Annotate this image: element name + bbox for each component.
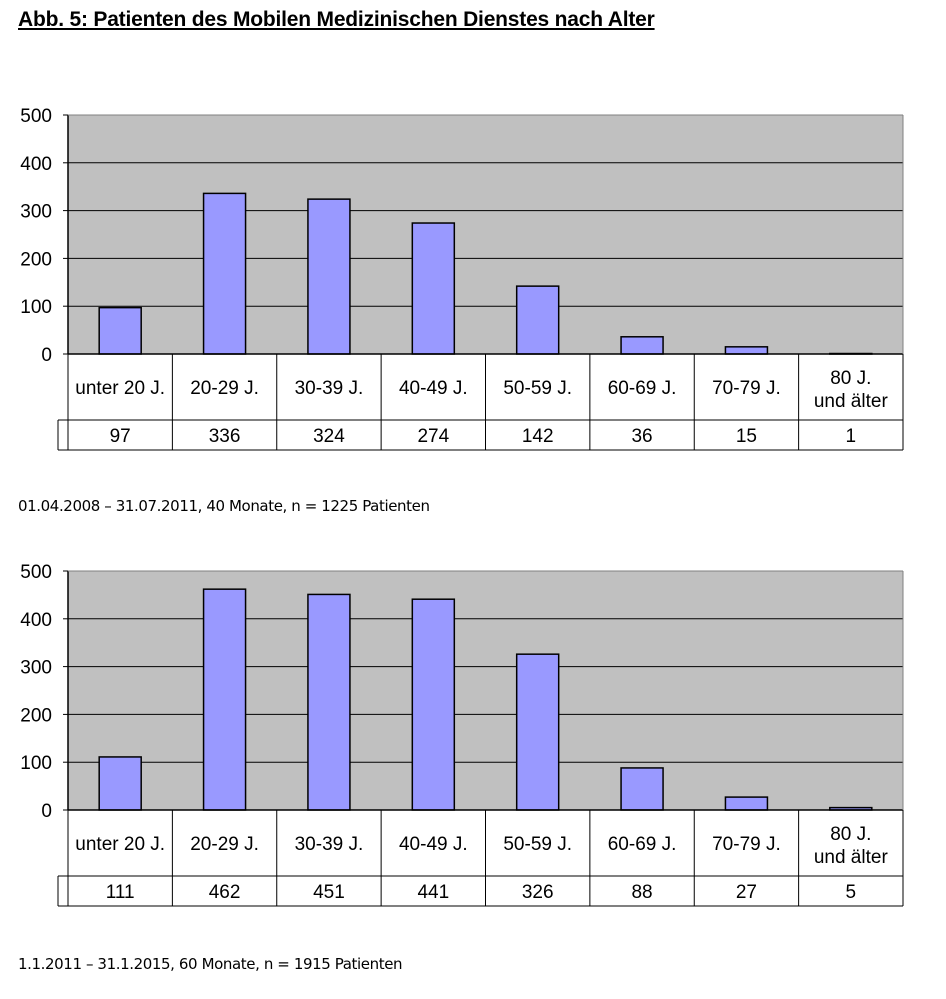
- bar-chart-2: 0 100 200 300 400 500 unter 20 J. 20-29 J. 30-39…: [20, 562, 904, 907]
- data-table-value: 142: [522, 426, 554, 447]
- y-tick-label: 500: [20, 562, 52, 583]
- y-tick-label: 500: [20, 106, 52, 127]
- bar: [620, 767, 664, 811]
- data-table-value: 27: [736, 882, 757, 903]
- bar: [202, 192, 247, 355]
- y-tick-label: 200: [20, 705, 52, 726]
- data-table-value: 97: [110, 426, 131, 447]
- data-table-value: 451: [313, 882, 345, 903]
- data-table-value: 1: [846, 426, 857, 447]
- x-category-label: 30-39 J.: [295, 834, 364, 855]
- x-category-label: 80 J. und älter: [814, 824, 889, 868]
- data-table-value: 15: [736, 426, 757, 447]
- data-table-value: 5: [846, 882, 857, 903]
- bar: [98, 306, 142, 355]
- bar: [411, 598, 456, 811]
- bar: [307, 593, 351, 811]
- bar: [98, 756, 142, 811]
- y-tick-label: 200: [20, 249, 52, 270]
- bar: [515, 285, 560, 355]
- data-table-value: 324: [313, 426, 345, 447]
- y-tick-label: 400: [20, 154, 52, 175]
- data-table-value: 111: [106, 882, 135, 903]
- x-category-label: 50-59 J.: [503, 378, 572, 399]
- data-table-value: 36: [631, 426, 652, 447]
- x-category-label: 40-49 J.: [399, 834, 468, 855]
- bar: [724, 796, 769, 811]
- chart-2-caption: 1.1.2011 – 31.1.2015, 60 Monate, n = 191…: [18, 955, 403, 973]
- plot-area: [68, 571, 903, 810]
- x-category-label: 60-69 J.: [608, 834, 677, 855]
- y-tick-label: 0: [41, 345, 52, 366]
- data-table-value: 441: [417, 882, 449, 903]
- y-tick-label: 300: [20, 658, 52, 679]
- y-tick-label: 400: [20, 610, 52, 631]
- x-category-label: 40-49 J.: [399, 378, 468, 399]
- x-category-label: 70-79 J.: [712, 834, 781, 855]
- data-table-value: 336: [209, 426, 241, 447]
- chart-1-caption: 01.04.2008 – 31.07.2011, 40 Monate, n = …: [18, 497, 430, 515]
- plot-area: [68, 115, 903, 354]
- y-tick-label: 300: [20, 202, 52, 223]
- bar-chart-1: 0 100 200 300 400 500 unter 20 J. 20-29 J. 30-39…: [20, 106, 904, 451]
- data-table-value: 326: [522, 882, 554, 903]
- x-category-label: 80 J. und älter: [814, 368, 889, 412]
- x-category-label: 20-29 J.: [190, 378, 259, 399]
- x-category-label: 20-29 J.: [190, 834, 259, 855]
- data-table-value: 88: [631, 882, 652, 903]
- y-tick-label: 100: [20, 297, 52, 318]
- bar: [202, 588, 247, 811]
- bar: [724, 346, 769, 355]
- x-category-label: 70-79 J.: [712, 378, 781, 399]
- x-category-label: unter 20 J.: [75, 834, 165, 855]
- x-category-label: 60-69 J.: [608, 378, 677, 399]
- bar: [620, 336, 664, 355]
- data-table-value: 462: [209, 882, 241, 903]
- x-category-label: unter 20 J.: [75, 378, 165, 399]
- bar: [411, 222, 456, 355]
- bar: [515, 653, 560, 811]
- data-table-value: 274: [417, 426, 449, 447]
- x-category-label: 50-59 J.: [503, 834, 572, 855]
- x-category-label: 30-39 J.: [295, 378, 364, 399]
- page-title: Abb. 5: Patienten des Mobilen Medizinisc…: [18, 8, 655, 31]
- y-tick-label: 100: [20, 753, 52, 774]
- bar: [307, 198, 351, 355]
- y-tick-label: 0: [41, 801, 52, 822]
